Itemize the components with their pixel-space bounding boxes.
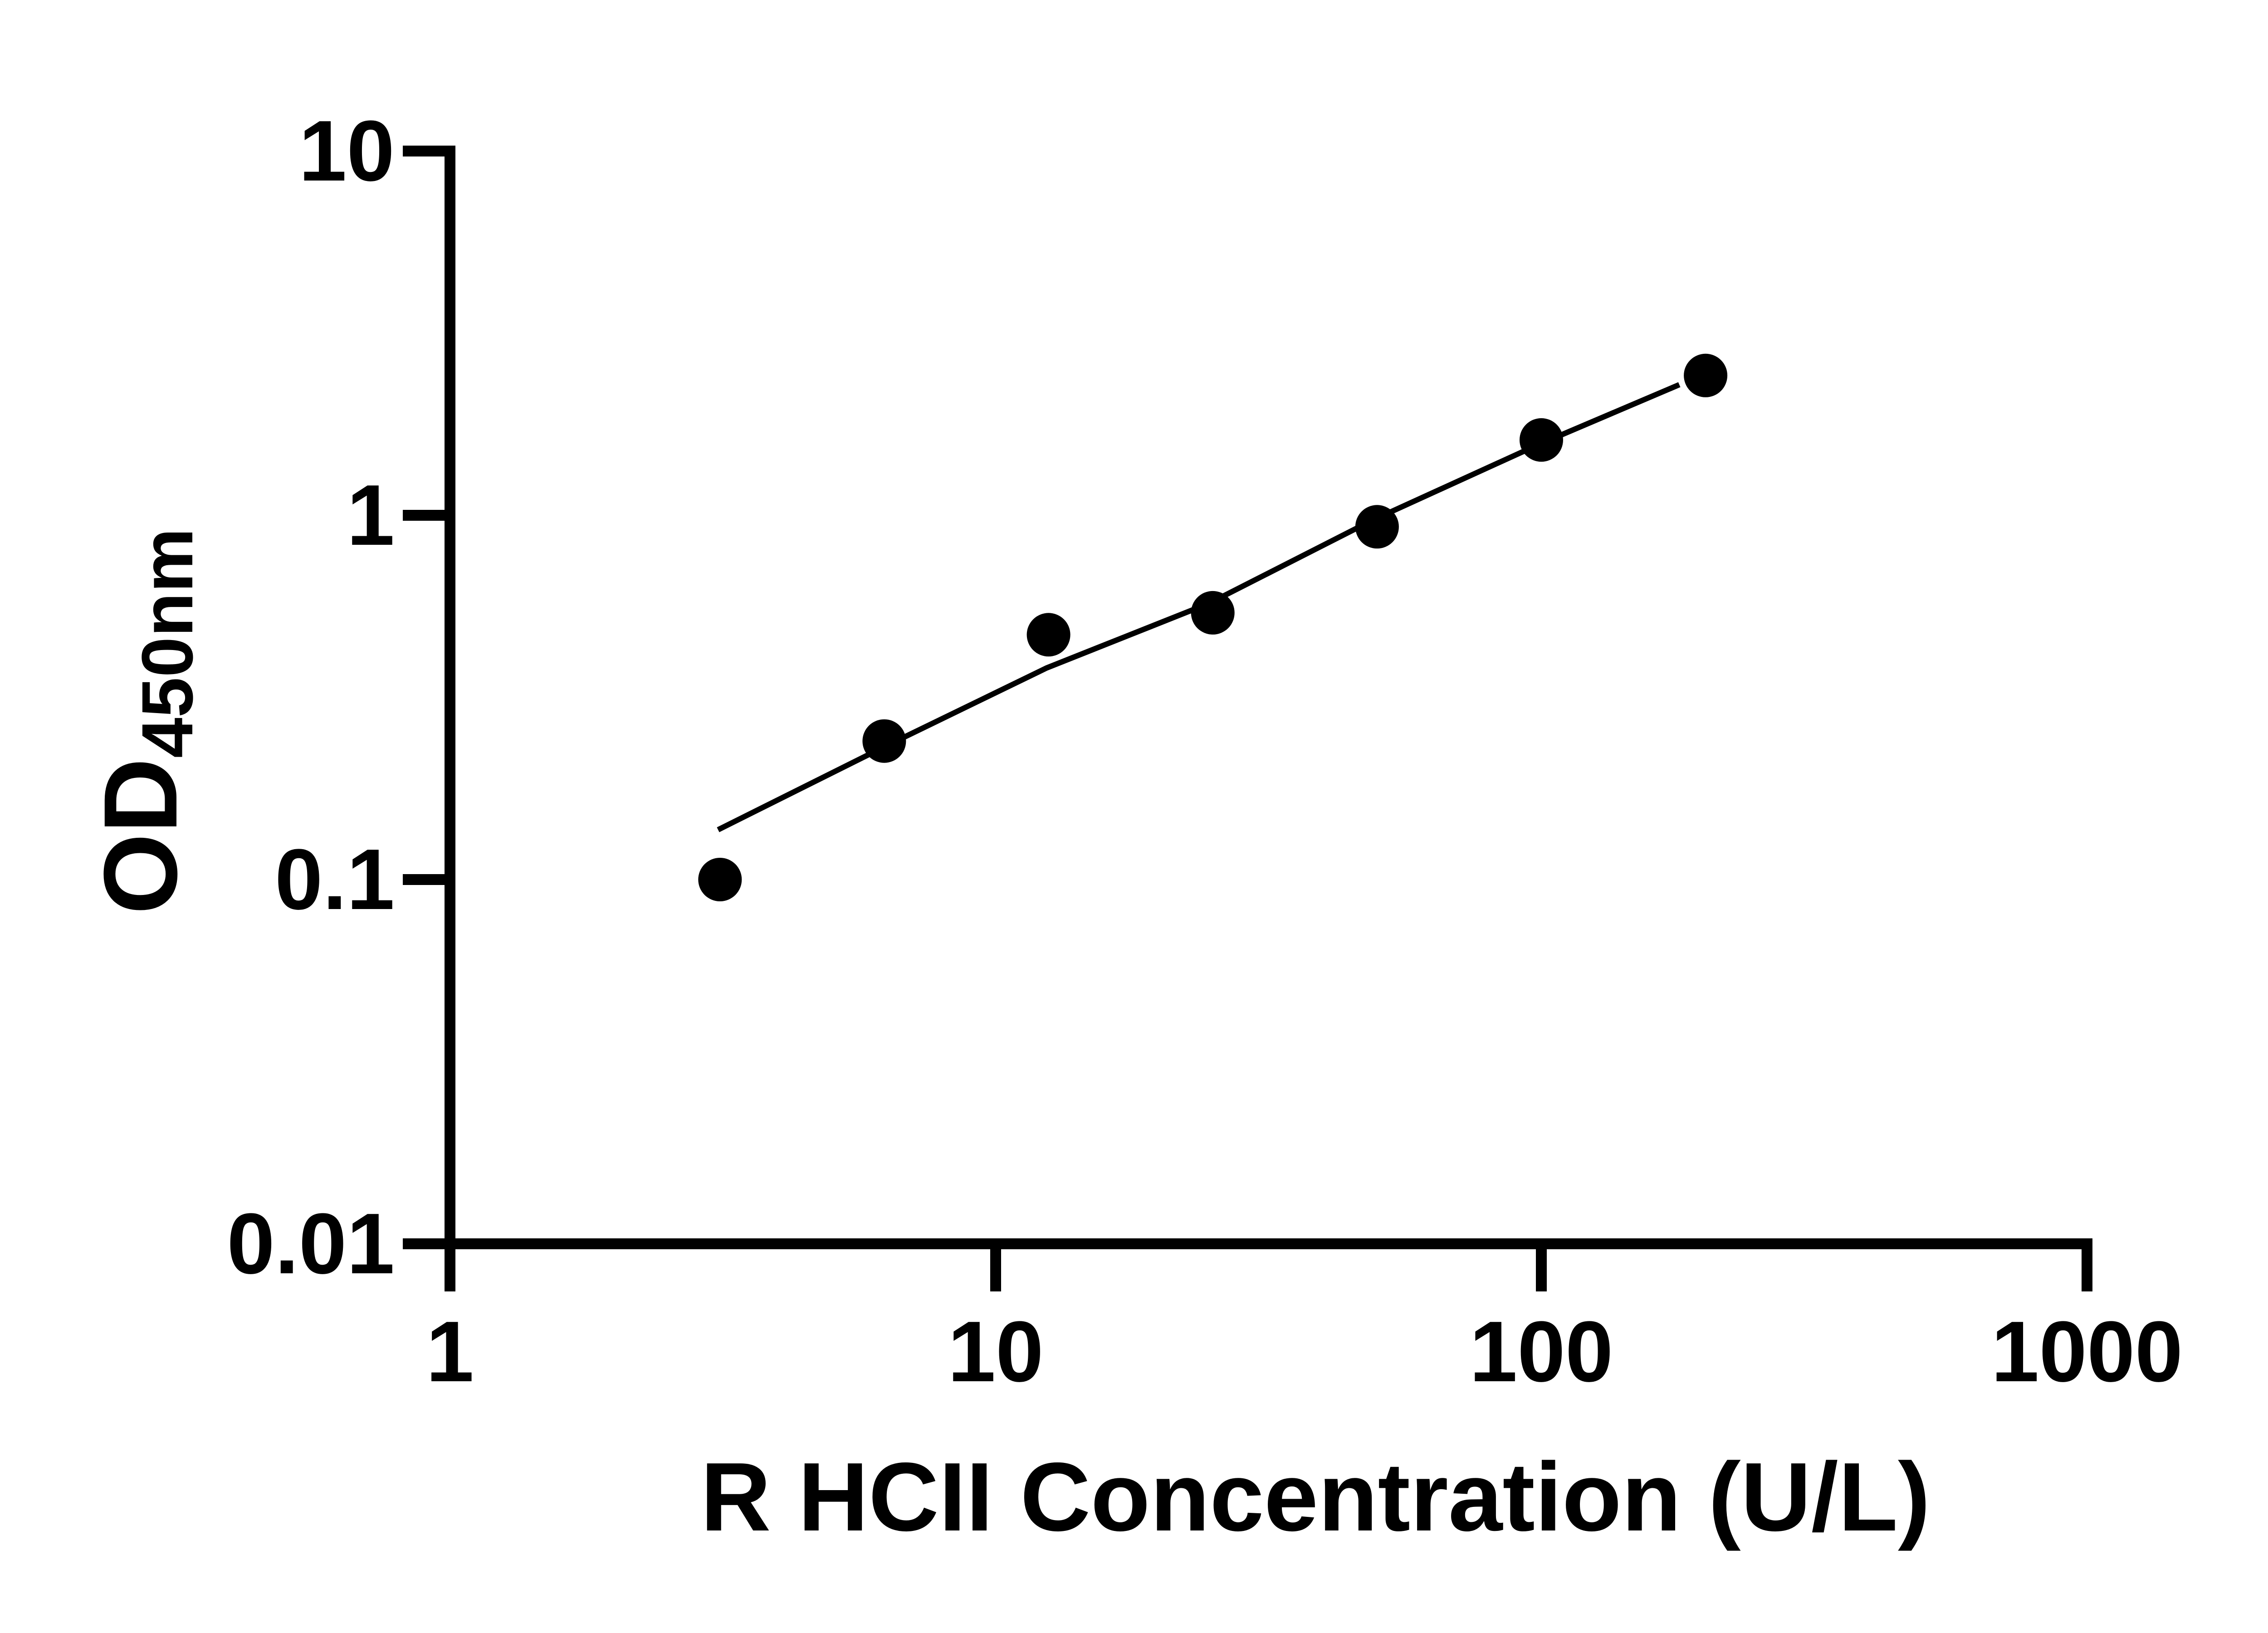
data-layer	[698, 353, 1728, 901]
y-tick-label-0p1: 0.1	[274, 831, 395, 928]
data-point	[1684, 353, 1728, 397]
y-axis-title-subscript: 450nm	[127, 528, 208, 758]
x-axis-title: R HCII Concentration (U/L)	[700, 1442, 1931, 1551]
x-tick-label-100: 100	[1469, 1304, 1613, 1400]
data-point	[1191, 591, 1235, 635]
y-axis-title: OD450nm	[75, 504, 208, 939]
y-tick-label-1: 1	[347, 467, 395, 563]
x-tick-label-1: 1	[426, 1304, 474, 1400]
x-tick-label-1000: 1000	[1991, 1304, 2183, 1400]
y-tick-label-10: 10	[298, 103, 395, 199]
x-axis-ticks	[445, 1244, 2092, 1291]
y-axis-title-main: OD	[82, 758, 199, 914]
x-tick-label-10: 10	[948, 1304, 1044, 1400]
data-point	[1355, 505, 1399, 549]
data-point	[862, 719, 906, 763]
y-tick-label-0p01: 0.01	[227, 1196, 395, 1292]
data-point	[1520, 418, 1563, 462]
y-axis-ticks	[403, 146, 450, 1249]
data-point	[698, 858, 742, 901]
axes-group	[445, 146, 2092, 1291]
data-point	[1026, 613, 1070, 657]
